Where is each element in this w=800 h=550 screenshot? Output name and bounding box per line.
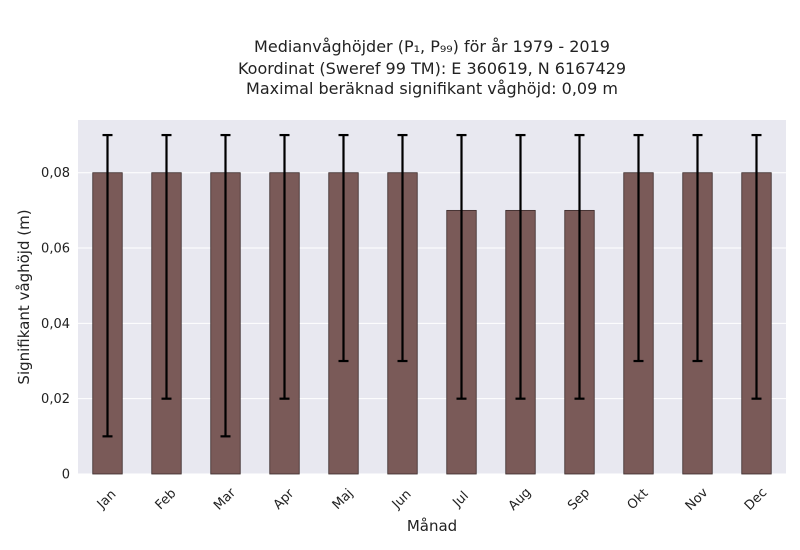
y-tick-label: 0 xyxy=(62,468,70,483)
grid-lines xyxy=(78,172,786,475)
y-tick-label: 0,06 xyxy=(41,242,70,257)
title-line-1: Medianvåghöjder (P₁, P₉₉) för år 1979 - … xyxy=(254,37,610,56)
y-tick-label: 0,08 xyxy=(41,166,70,181)
error-bar-aug xyxy=(515,133,526,400)
x-tick-label: Aug xyxy=(506,485,535,514)
x-tick-label: Okt xyxy=(625,486,652,513)
y-tick-label: 0,04 xyxy=(41,317,70,332)
x-axis-ticks: Jan Feb Mar Apr Maj Jun Jul Aug Sep Okt Nov Dec xyxy=(94,485,770,514)
x-tick-label: Apr xyxy=(271,486,298,513)
chart-title: Medianvåghöjder (P₁, P₉₉) för år 1979 - … xyxy=(238,37,626,98)
error-bar-jan xyxy=(102,133,113,438)
error-bar-jun xyxy=(397,133,408,363)
error-bars xyxy=(102,133,762,438)
x-tick-label: Dec xyxy=(742,485,770,513)
y-axis-label: Signifikant våghöjd (m) xyxy=(15,209,33,384)
x-tick-label: Maj xyxy=(330,486,357,513)
error-bar-maj xyxy=(338,133,349,363)
x-tick-label: Mar xyxy=(211,485,239,513)
error-bar-dec xyxy=(751,133,762,400)
y-axis-ticks: 0 0,02 0,04 0,06 0,08 xyxy=(41,166,70,482)
error-bar-feb xyxy=(161,133,172,400)
error-bar-mar xyxy=(220,133,231,438)
x-axis-label: Månad xyxy=(407,517,457,535)
x-tick-label: Jun xyxy=(389,487,415,513)
error-bar-apr xyxy=(279,133,290,400)
error-bar-okt xyxy=(633,133,644,363)
x-tick-label: Jan xyxy=(94,487,119,512)
plot-area xyxy=(78,120,786,474)
x-tick-label: Jul xyxy=(449,489,471,511)
x-tick-label: Nov xyxy=(683,485,712,514)
x-tick-label: Sep xyxy=(565,486,593,514)
error-bar-nov xyxy=(692,133,703,363)
title-line-2: Koordinat (Sweref 99 TM): E 360619, N 61… xyxy=(238,59,626,78)
error-bar-jul xyxy=(456,133,467,400)
x-tick-label: Feb xyxy=(153,486,180,513)
title-line-3: Maximal beräknad signifikant våghöjd: 0,… xyxy=(246,79,618,98)
error-bar-sep xyxy=(574,133,585,400)
y-tick-label: 0,02 xyxy=(41,392,70,407)
